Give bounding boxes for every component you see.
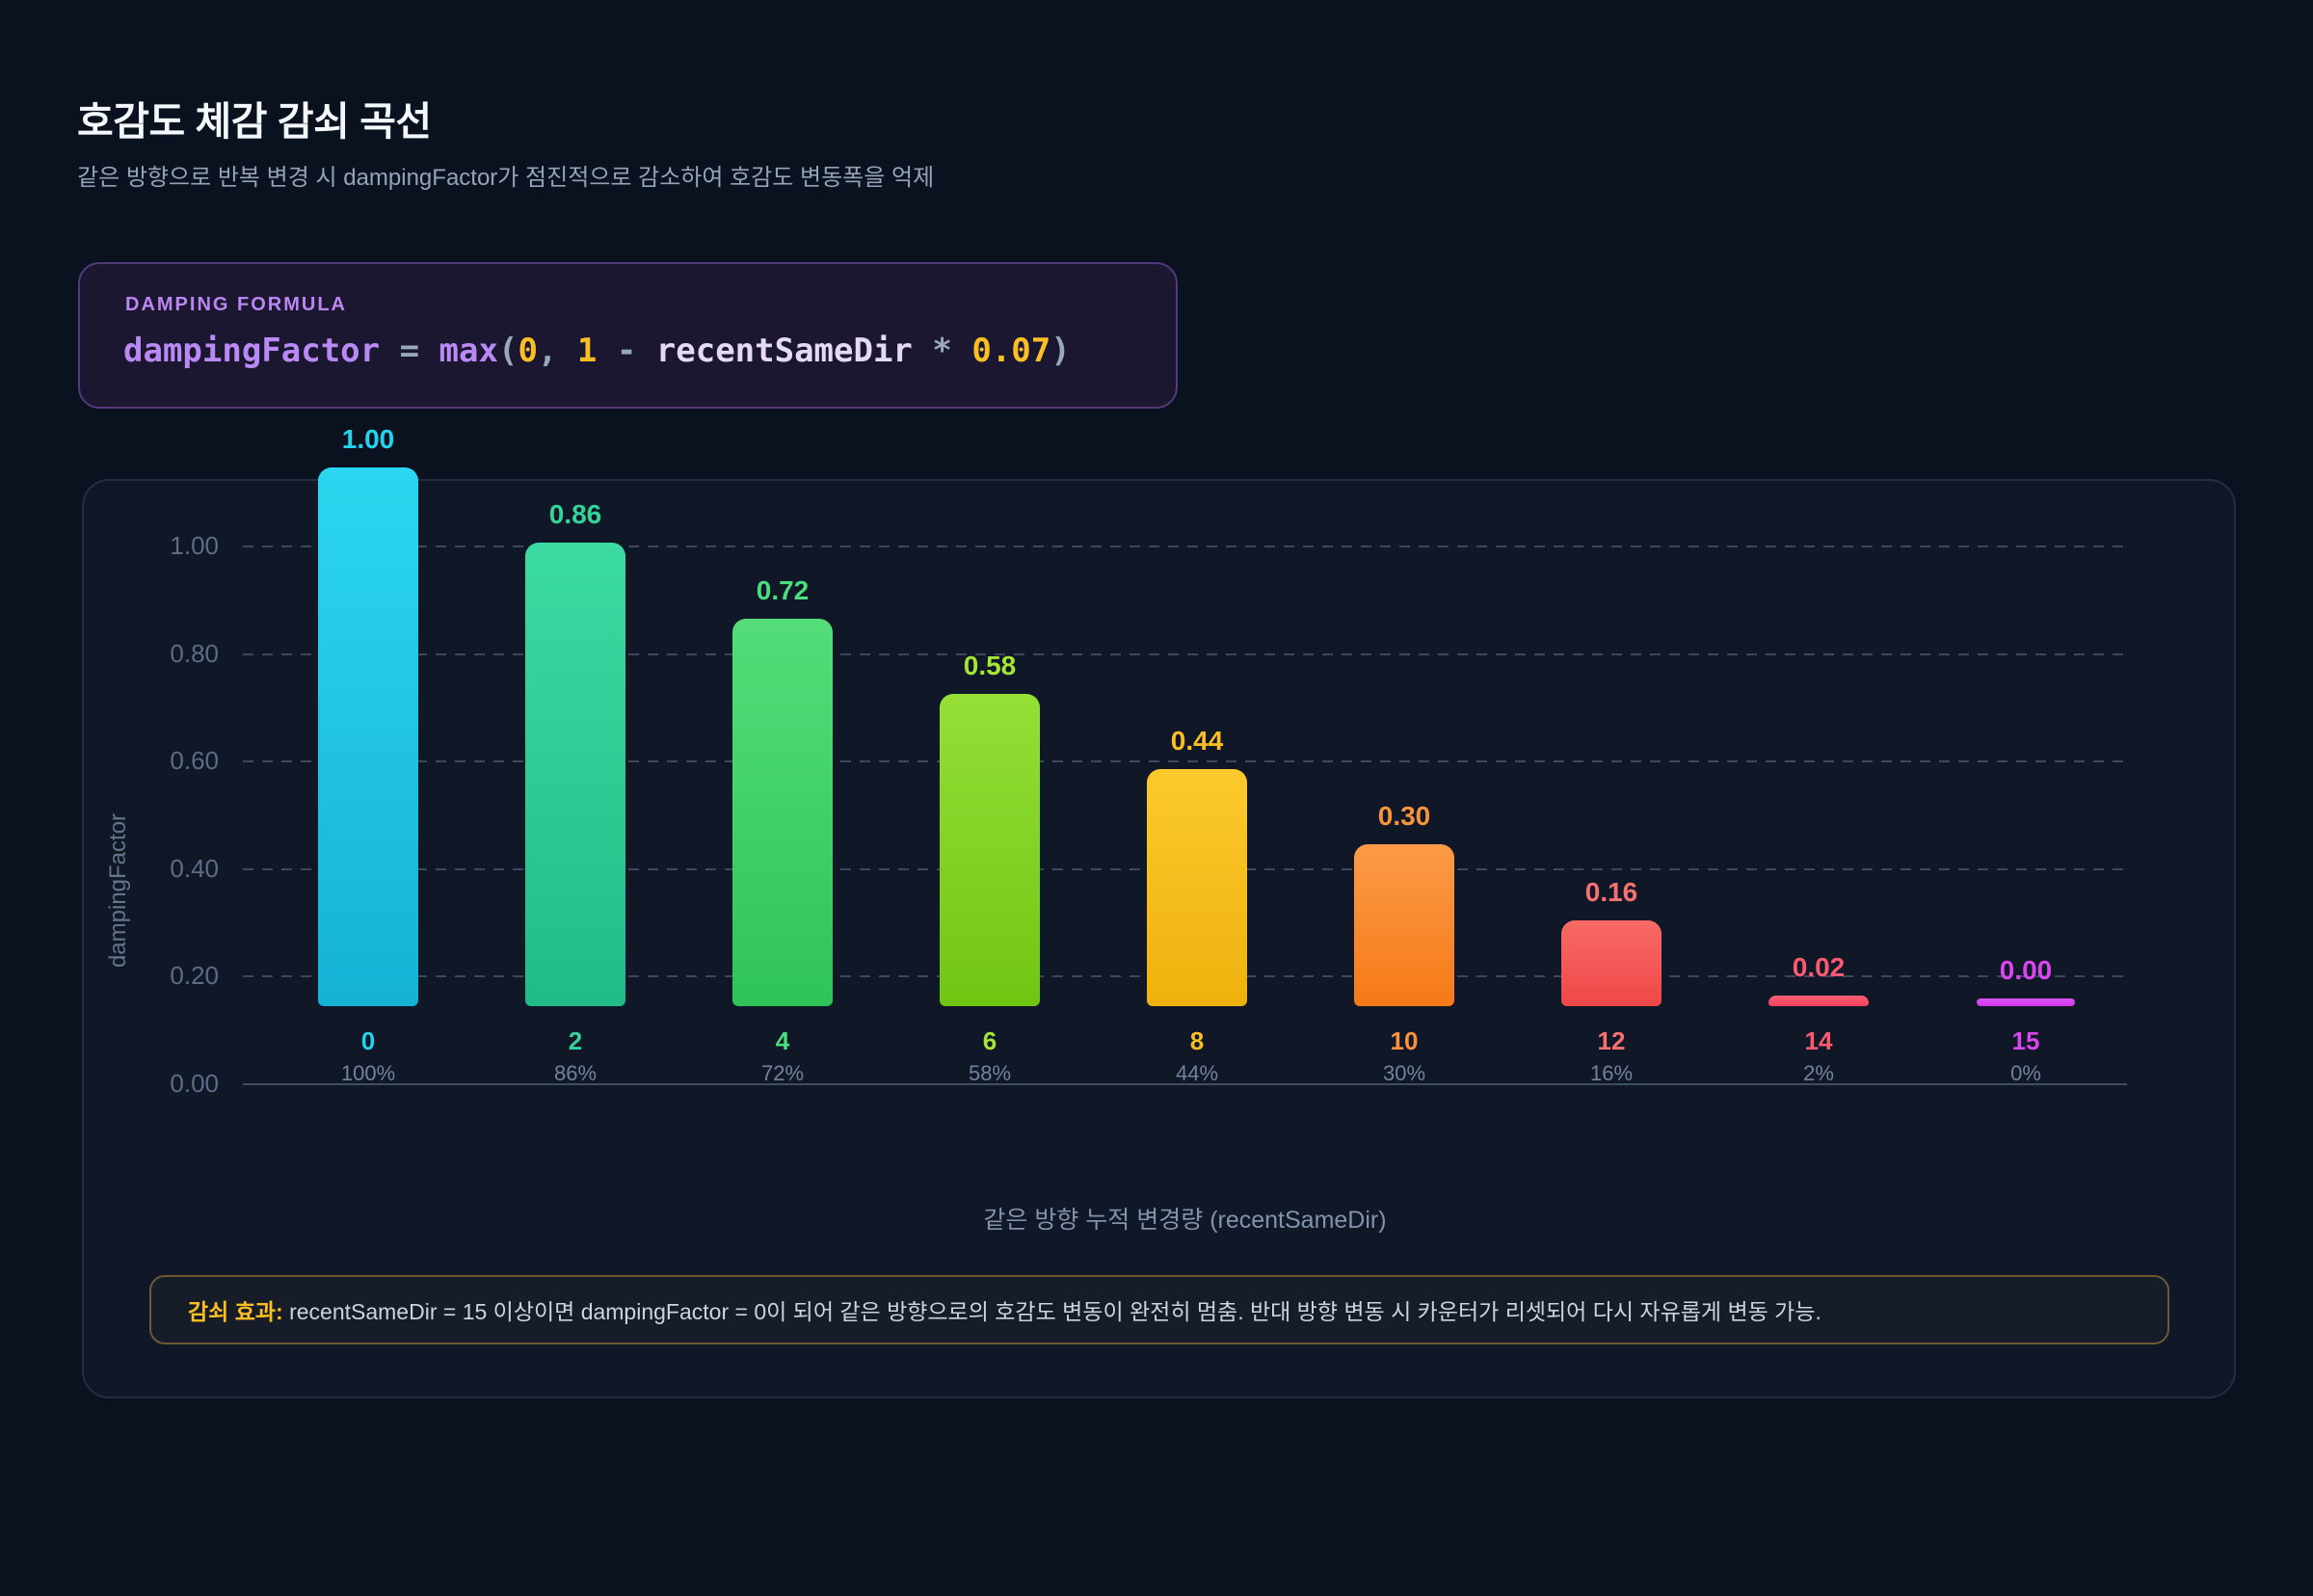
gridline-1.00 [243,545,2127,547]
x-tick-4: 4 [775,1026,790,1055]
bar-percent-label-6: 58% [968,1061,1012,1085]
bar-value-label-6: 0.58 [963,651,1017,680]
formula-token-ident: dampingFactor [123,332,381,370]
x-tick-10: 10 [1390,1026,1419,1055]
bar-value-label-12: 0.16 [1584,877,1638,907]
page-title: 호감도 체감 감쇠 곡선 [77,99,432,144]
bar-percent-label-4: 72% [760,1061,805,1085]
bar-recentSameDir-8[interactable] [1147,769,1247,1006]
bar-value-label-2: 0.86 [548,499,602,529]
note-prefix: 감쇠 효과: [188,1299,283,1324]
bar-percent-label-8: 44% [1175,1061,1219,1085]
x-tick-15: 15 [2011,1026,2040,1055]
bar-percent-label-15: 0% [2010,1061,2041,1085]
bar-value-label-8: 0.44 [1170,726,1224,756]
y-tick-1.00: 1.00 [170,531,219,560]
formula-token-punct: , [537,332,577,370]
formula-token-punct: * [912,332,972,370]
damping-note-box: 감쇠 효과: recentSameDir = 15 이상이면 dampingFa… [149,1275,2169,1344]
y-tick-0.80: 0.80 [170,639,219,668]
formula-token-punct: = [380,332,439,370]
bar-recentSameDir-2[interactable] [525,543,625,1006]
bar-recentSameDir-6[interactable] [940,694,1040,1006]
formula-token-punct: ( [497,332,518,370]
bar-value-label-0: 1.00 [341,424,395,454]
x-tick-0: 0 [360,1026,376,1055]
note-body: recentSameDir = 15 이상이면 dampingFactor = … [282,1299,1821,1324]
bar-percent-label-10: 30% [1382,1061,1426,1085]
page-subtitle: 같은 방향으로 반복 변경 시 dampingFactor가 점진적으로 감소하… [77,165,935,191]
bar-value-label-14: 0.02 [1792,952,1846,982]
formula-code: dampingFactor = max(0, 1 - recentSameDir… [123,332,1071,370]
formula-card-label: DAMPING FORMULA [125,294,347,315]
damping-formula-card: DAMPING FORMULA dampingFactor = max(0, 1… [78,262,1178,409]
y-tick-0.00: 0.00 [170,1069,219,1098]
y-axis-title: dampingFactor [105,812,131,969]
y-tick-0.60: 0.60 [170,746,219,775]
x-tick-2: 2 [568,1026,583,1055]
bar-percent-label-12: 16% [1589,1061,1634,1085]
formula-token-num: 0 [518,332,538,370]
bar-percent-label-0: 100% [340,1061,396,1085]
x-tick-8: 8 [1189,1026,1205,1055]
bar-value-label-10: 0.30 [1377,801,1431,831]
y-tick-0.20: 0.20 [170,961,219,990]
x-tick-12: 12 [1597,1026,1626,1055]
bar-recentSameDir-15[interactable] [1977,998,2075,1006]
x-axis-baseline [243,1083,2127,1085]
formula-token-num: 1 [576,332,598,370]
x-tick-6: 6 [982,1026,997,1055]
bar-recentSameDir-0[interactable] [318,467,418,1006]
formula-token-ident: max [439,332,498,370]
bar-percent-label-14: 2% [1803,1061,1834,1085]
bar-value-label-4: 0.72 [756,575,810,605]
bar-value-label-15: 0.00 [1999,955,2053,985]
x-axis-title: 같은 방향 누적 변경량 (recentSameDir) [983,1207,1387,1234]
x-tick-14: 14 [1804,1026,1833,1055]
gridline-0.80 [243,653,2127,655]
y-tick-0.40: 0.40 [170,854,219,883]
bar-recentSameDir-10[interactable] [1354,844,1454,1006]
bar-percent-label-2: 86% [553,1061,598,1085]
gridline-0.60 [243,760,2127,762]
bar-recentSameDir-14[interactable] [1768,996,1869,1006]
formula-token-var: recentSameDir [655,332,913,370]
formula-token-punct: ) [1050,332,1071,370]
damping-factor-chart: dampingFactor 같은 방향 누적 변경량 (recentSameDi… [82,424,2236,1398]
bar-recentSameDir-4[interactable] [732,619,833,1006]
formula-token-num: 0.07 [971,332,1051,370]
formula-token-punct: - [597,332,656,370]
bar-recentSameDir-12[interactable] [1561,920,1662,1006]
